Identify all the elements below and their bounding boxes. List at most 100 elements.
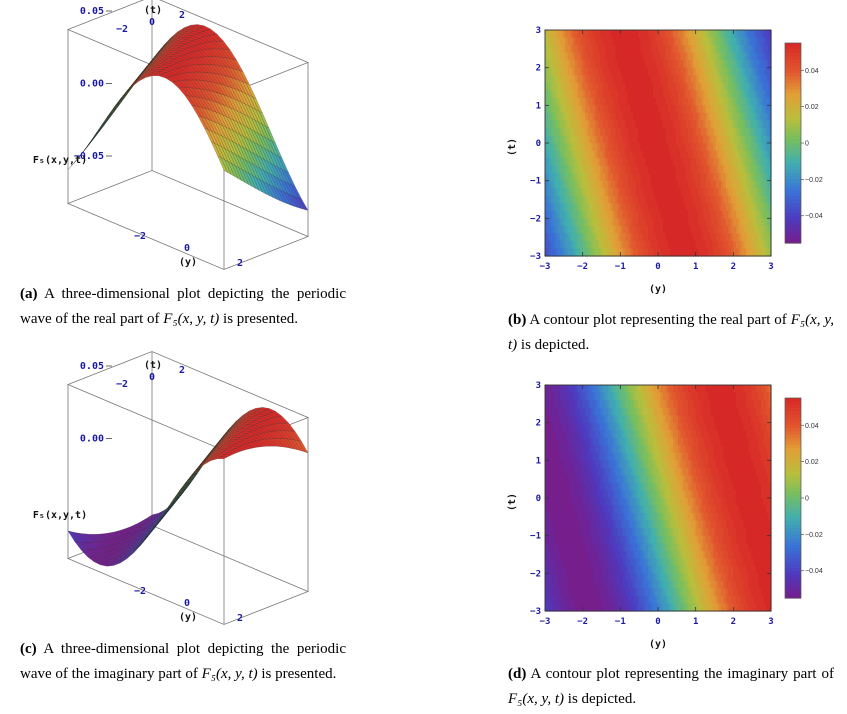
contour-cell bbox=[572, 233, 576, 242]
contour-cell bbox=[580, 445, 584, 454]
contour-cell bbox=[733, 143, 737, 152]
contour-cell bbox=[625, 248, 629, 257]
contour-cell bbox=[570, 45, 574, 54]
contour-cell bbox=[680, 97, 684, 106]
contour-cell bbox=[713, 188, 717, 197]
contour-cell bbox=[567, 392, 571, 401]
contour-cell bbox=[612, 150, 616, 159]
contour-cell bbox=[725, 112, 729, 121]
surface-patch bbox=[67, 158, 79, 170]
contour-cell bbox=[622, 385, 626, 394]
contour-cell bbox=[570, 188, 574, 197]
contour-cell bbox=[570, 210, 574, 219]
contour-cell bbox=[768, 180, 772, 189]
contour-cell bbox=[740, 203, 744, 212]
contour-cell bbox=[705, 165, 709, 174]
contour-cell bbox=[650, 218, 654, 227]
contour-cell bbox=[740, 225, 744, 234]
contour-cell bbox=[575, 385, 579, 394]
contour-cell bbox=[560, 513, 564, 522]
contour-cell bbox=[597, 67, 601, 76]
contour-cell bbox=[690, 60, 694, 69]
contour-cell bbox=[660, 158, 664, 167]
contour-cell bbox=[723, 112, 727, 121]
contour-cell bbox=[620, 490, 624, 499]
contour-cell bbox=[693, 233, 697, 242]
contour-cell bbox=[680, 30, 684, 39]
contour-cell bbox=[555, 482, 559, 492]
contour-cell bbox=[695, 188, 699, 197]
contour-cell bbox=[758, 240, 762, 250]
contour-cell bbox=[698, 97, 702, 106]
contour-cell bbox=[637, 240, 642, 250]
contour-cell bbox=[715, 240, 719, 250]
contour-cell bbox=[607, 460, 611, 469]
contour-cell bbox=[545, 467, 549, 476]
contour-cell bbox=[743, 82, 747, 91]
t-tick-label: −2 bbox=[116, 24, 128, 35]
contour-cell bbox=[582, 233, 586, 242]
contour-cell bbox=[550, 218, 554, 227]
contour-cell bbox=[550, 150, 554, 159]
contour-cell bbox=[660, 240, 664, 250]
contour-cell bbox=[758, 143, 762, 152]
contour-cell bbox=[713, 143, 717, 152]
contour-cell bbox=[635, 195, 639, 204]
contour-cell bbox=[555, 400, 559, 409]
contour-cell bbox=[615, 30, 619, 39]
contour-cell bbox=[675, 233, 679, 242]
contour-cell bbox=[607, 392, 611, 401]
contour-cell bbox=[547, 452, 551, 461]
contour-cell bbox=[555, 475, 559, 484]
contour-cell bbox=[673, 120, 677, 129]
contour-cell bbox=[755, 112, 760, 121]
contour-cell bbox=[557, 467, 561, 476]
contour-cell bbox=[605, 90, 609, 99]
contour-cell bbox=[567, 505, 571, 514]
contour-cell bbox=[552, 385, 556, 394]
contour-cell bbox=[693, 75, 697, 84]
contour-cell bbox=[610, 195, 614, 204]
contour-cell bbox=[595, 112, 599, 121]
contour-cell bbox=[575, 135, 579, 144]
contour-cell bbox=[610, 430, 614, 439]
contour-cell bbox=[625, 233, 629, 242]
contour-cell bbox=[552, 240, 556, 250]
contour-cell bbox=[617, 30, 621, 39]
contour-cell bbox=[547, 445, 551, 454]
contour-cell bbox=[552, 595, 556, 605]
contour-cell bbox=[740, 150, 744, 159]
contour-cell bbox=[668, 173, 672, 182]
contour-cell bbox=[750, 165, 755, 174]
contour-cell bbox=[587, 505, 591, 514]
contour-cell bbox=[650, 82, 654, 91]
contour-cell bbox=[678, 150, 682, 159]
contour-cell bbox=[547, 415, 551, 424]
contour-cell bbox=[602, 97, 606, 106]
contour-cell bbox=[587, 588, 591, 597]
contour-cell bbox=[612, 135, 616, 144]
contour-cell bbox=[615, 573, 619, 582]
contour-cell bbox=[760, 60, 765, 69]
contour-cell bbox=[703, 195, 707, 204]
contour-cell bbox=[567, 233, 571, 242]
contour-cell bbox=[748, 195, 752, 204]
contour-cell bbox=[575, 180, 579, 189]
contour-cell bbox=[695, 233, 699, 242]
caption-c-tag: (c) bbox=[20, 641, 37, 657]
contour-cell bbox=[685, 105, 689, 114]
contour-cell bbox=[595, 37, 599, 46]
contour-cell bbox=[620, 603, 624, 612]
contour-cell bbox=[758, 52, 762, 61]
contour-cell bbox=[595, 188, 599, 197]
contour-cell bbox=[758, 150, 762, 159]
contour-cell bbox=[595, 120, 599, 129]
contour-cell bbox=[655, 97, 659, 106]
contour-cell bbox=[590, 400, 594, 409]
contour-cell bbox=[560, 452, 564, 461]
contour-cell bbox=[597, 188, 601, 197]
contour-cell bbox=[685, 195, 689, 204]
contour-cell bbox=[612, 445, 616, 454]
contour-cell bbox=[575, 520, 579, 529]
contour-cell bbox=[708, 135, 712, 144]
